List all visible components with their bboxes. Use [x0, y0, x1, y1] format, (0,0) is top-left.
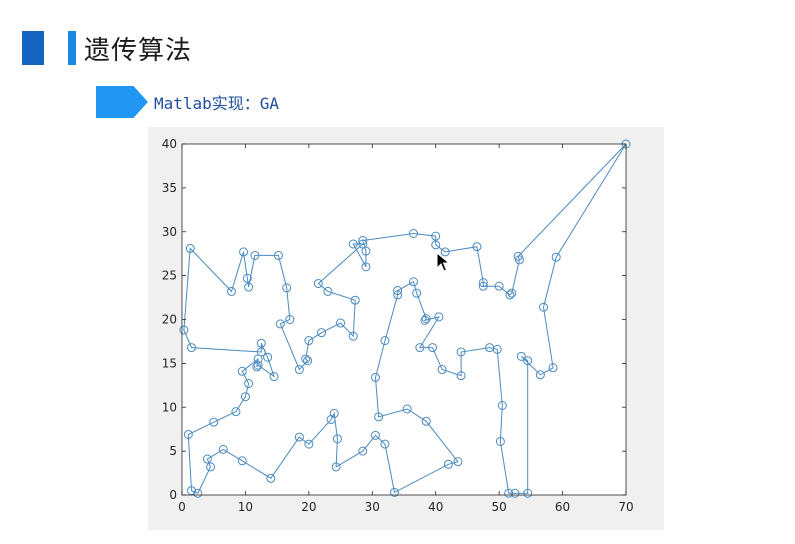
x-tick-label-3: 30 [365, 500, 380, 514]
arrow-icon [96, 86, 148, 118]
x-tick-label-4: 40 [428, 500, 443, 514]
x-tick-label-7: 70 [618, 500, 633, 514]
y-tick-label-0: 0 [169, 488, 177, 502]
y-tick-label-8: 40 [162, 137, 177, 151]
x-tick-label-6: 60 [555, 500, 570, 514]
x-tick-label-2: 20 [301, 500, 316, 514]
matlab-figure: 0 10 20 30 40 50 60 70 0 5 10 15 20 25 30 35 40 [148, 127, 664, 530]
y-tick-label-6: 30 [162, 225, 177, 239]
y-tick-label-3: 15 [162, 356, 177, 370]
plot-area [182, 144, 626, 495]
x-tick-label-1: 10 [238, 500, 253, 514]
y-tick-label-1: 5 [169, 444, 177, 458]
y-tick-label-4: 20 [162, 313, 177, 327]
y-tick-label-5: 25 [162, 269, 177, 283]
x-tick-label-5: 50 [492, 500, 507, 514]
route-chart: 0 10 20 30 40 50 60 70 0 5 10 15 20 25 30 35 40 [148, 127, 664, 530]
slide-header: 遗传算法 [22, 28, 192, 68]
header-accent-block [22, 31, 44, 65]
y-tick-label-2: 10 [162, 400, 177, 414]
page-title: 遗传算法 [84, 30, 192, 67]
subtitle-row: Matlab实现：GA [96, 86, 279, 118]
y-tick-label-7: 35 [162, 181, 177, 195]
header-accent-bar [68, 31, 76, 65]
mouse-pointer-icon [436, 252, 450, 272]
x-tick-label-0: 0 [178, 500, 186, 514]
subtitle: Matlab实现：GA [154, 90, 279, 114]
